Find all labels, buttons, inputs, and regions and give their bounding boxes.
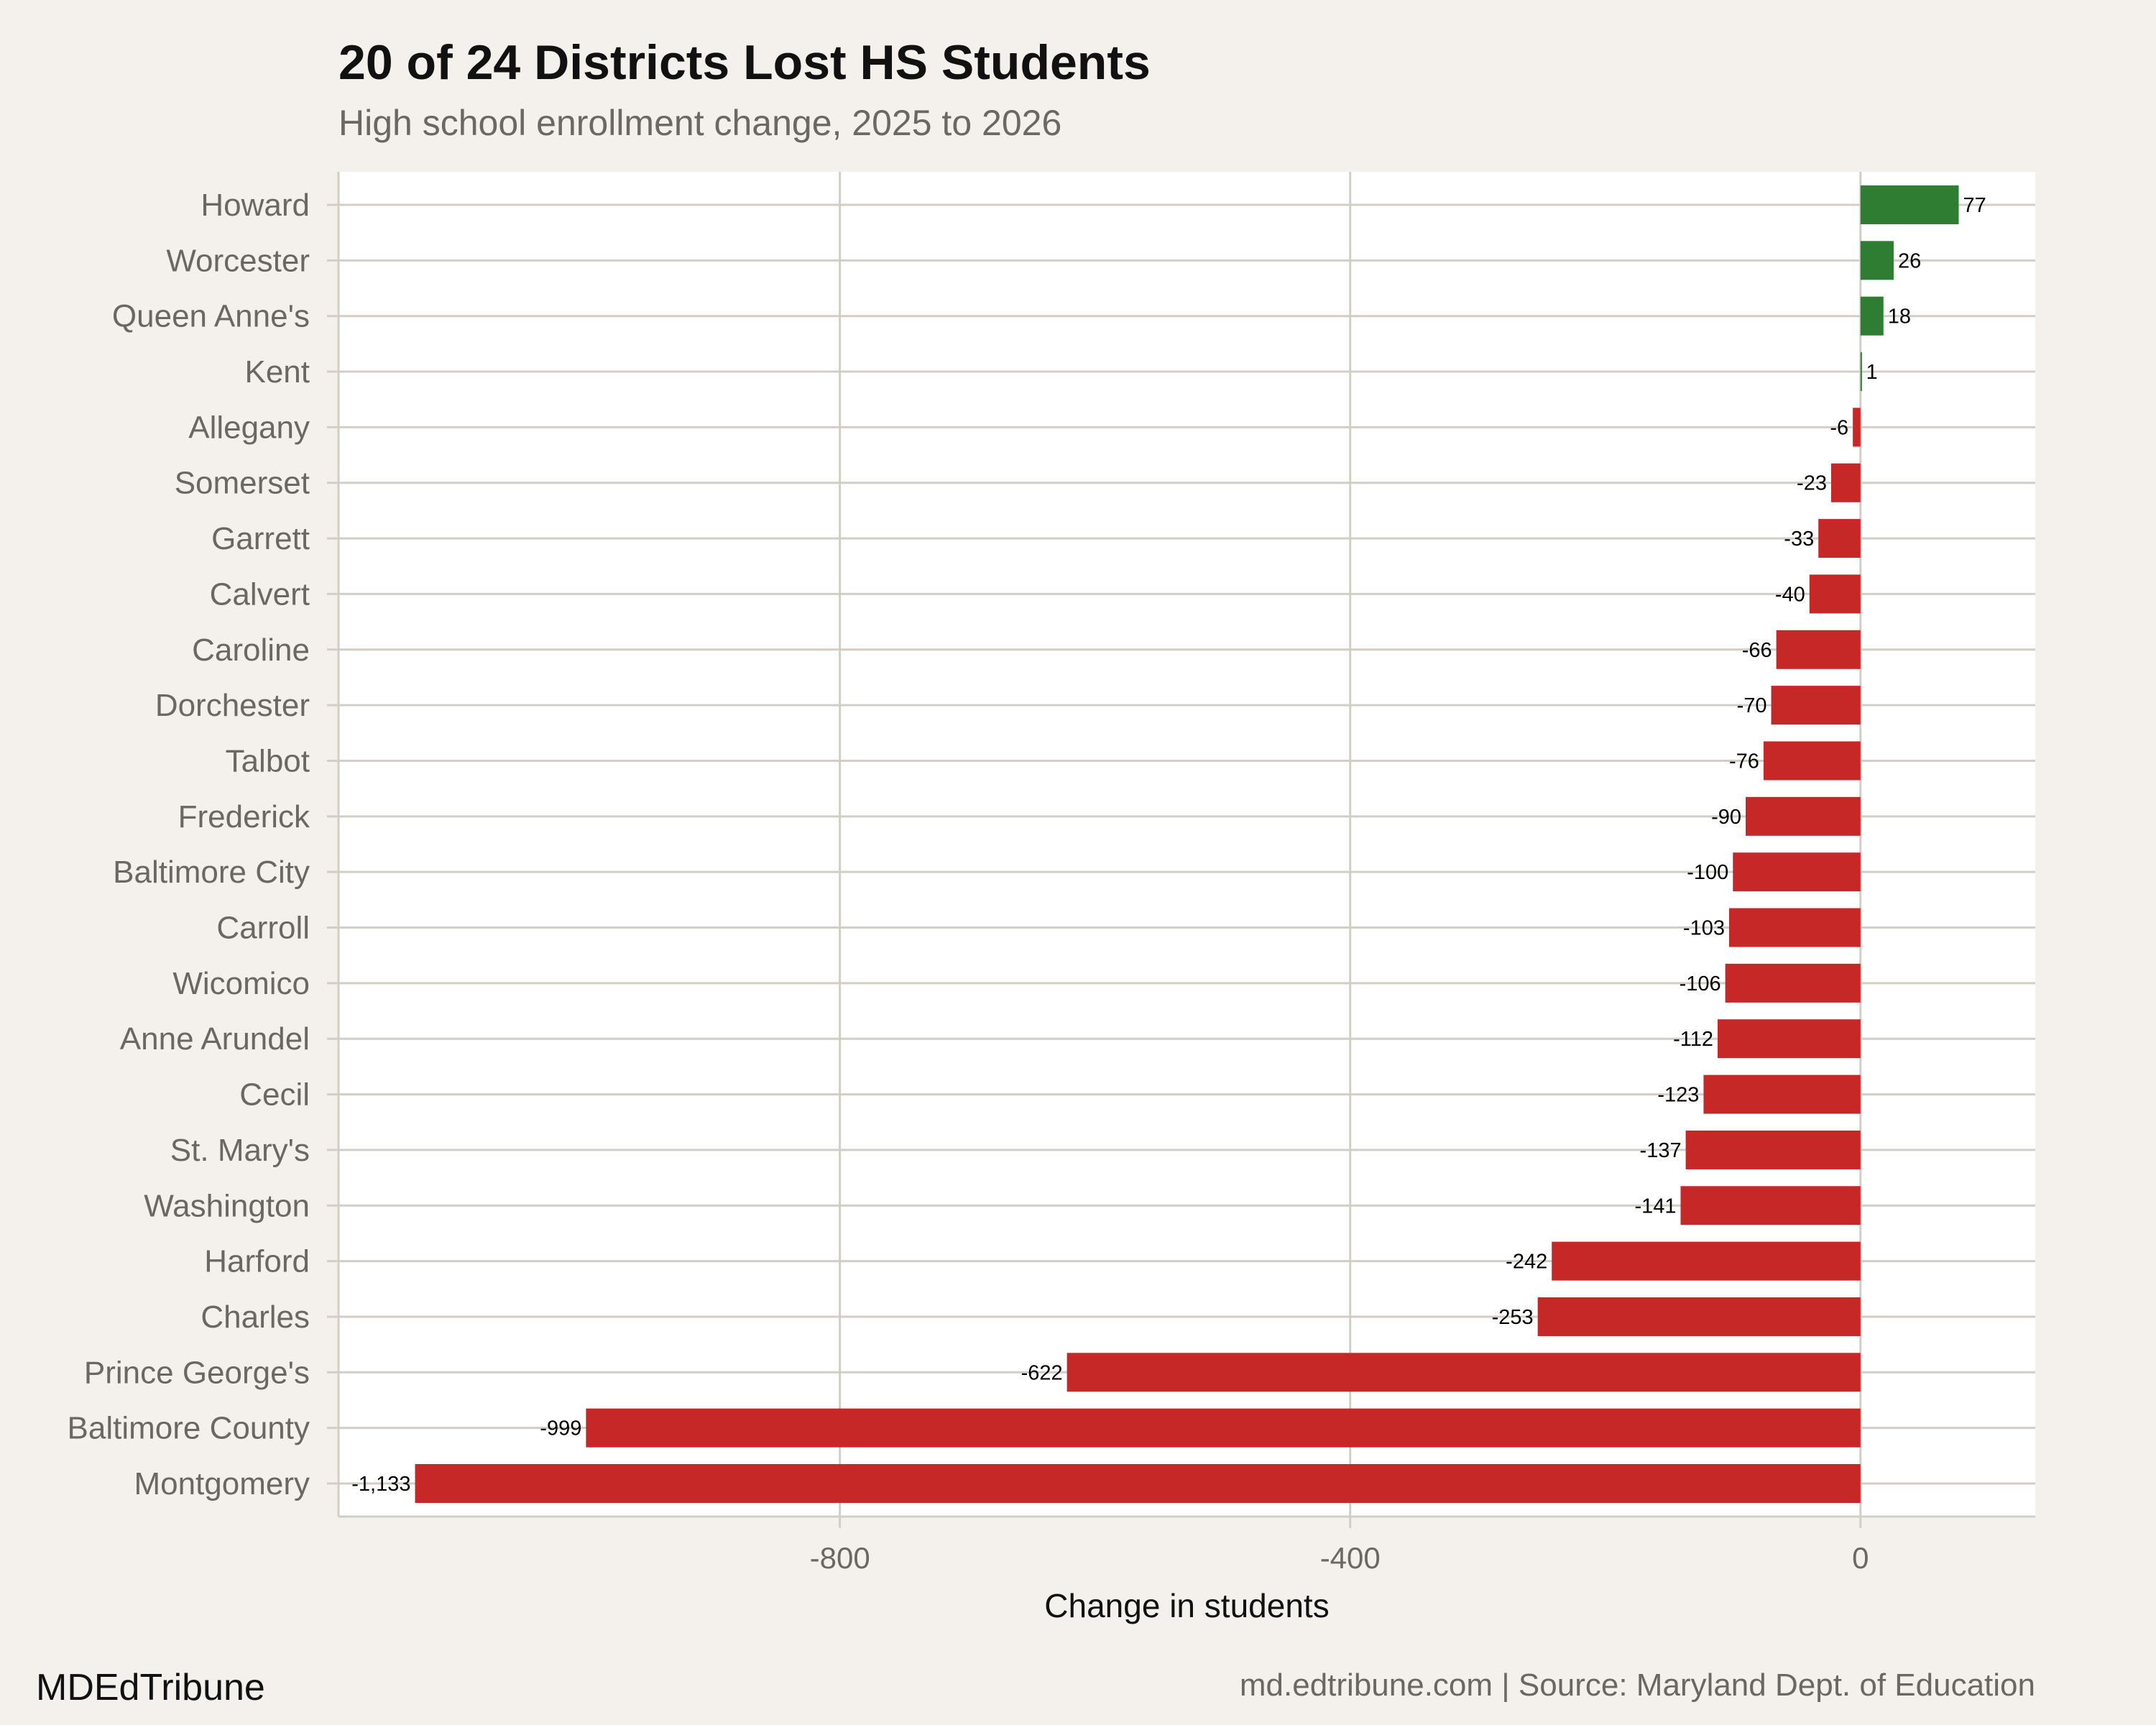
data-label: -66 [1742,639,1772,662]
data-label: -33 [1784,528,1814,551]
data-label: -112 [1673,1028,1713,1051]
bar [1776,630,1861,669]
bar [1860,185,1959,224]
y-tick-label: Garrett [211,521,310,556]
bar [1830,463,1861,502]
data-label: -40 [1775,583,1805,606]
chart-title: 20 of 24 Districts Lost HS Students [338,35,1151,90]
y-tick-label: Harford [204,1244,310,1279]
data-label: -6 [1830,416,1848,439]
y-tick-label: Charles [201,1300,310,1335]
y-tick-label: Caroline [192,632,310,668]
data-label: -106 [1680,972,1721,995]
y-tick-label: Allegany [188,410,310,445]
y-tick-label: Cecil [239,1077,310,1113]
y-tick-label: Washington [144,1188,310,1223]
bar [1728,908,1861,947]
y-tick-label: Carroll [216,911,310,946]
bar [1703,1075,1861,1114]
y-tick-label: Wicomico [172,966,310,1001]
y-tick-label: Dorchester [155,688,310,723]
bar [1733,852,1861,892]
y-tick-label: Somerset [175,466,310,501]
bar [1853,408,1861,447]
data-label: -622 [1021,1361,1063,1384]
x-tick-label: 0 [1852,1541,1869,1575]
data-label: -90 [1711,806,1741,829]
y-tick-label: Worcester [166,243,310,278]
bar [1717,1019,1861,1059]
data-label: -100 [1687,861,1728,884]
y-tick-label: Montgomery [134,1466,310,1501]
data-label: -70 [1737,694,1767,717]
data-label: -76 [1729,750,1759,773]
source-note: md.edtribune.com | Source: Maryland Dept… [1239,1668,2035,1703]
x-axis-title: Change in students [1044,1587,1329,1624]
y-tick-label: Talbot [226,743,310,778]
data-label: -137 [1640,1139,1682,1162]
x-tick-label: -400 [1320,1541,1381,1575]
y-tick-label: Baltimore City [113,855,310,890]
y-tick-label: Kent [244,354,310,390]
bar [1809,574,1861,614]
data-label: -123 [1657,1084,1699,1107]
data-label: 1 [1866,361,1878,384]
data-label: -23 [1797,472,1827,495]
bar [1067,1353,1861,1392]
data-label: -242 [1506,1251,1547,1274]
data-label: 26 [1898,249,1921,272]
bar [1685,1130,1861,1169]
y-tick-label: Anne Arundel [120,1021,310,1057]
y-tick-label: Prince George's [84,1355,310,1390]
bar [586,1408,1861,1448]
y-tick-label: Calvert [210,576,310,612]
bar [415,1464,1861,1503]
y-tick-label: Baltimore County [68,1411,310,1446]
data-label: -141 [1634,1195,1676,1218]
bar [1763,741,1861,781]
data-label: -999 [540,1417,581,1440]
bar [1552,1241,1861,1281]
bar [1860,352,1862,392]
data-label: -253 [1492,1306,1534,1329]
bar [1860,241,1894,280]
brand-logo-text: MDEdTribune [36,1667,265,1708]
y-tick-label: St. Mary's [170,1133,310,1168]
bar [1746,796,1861,836]
bar [1725,963,1861,1003]
bar [1771,686,1861,725]
x-tick-label: -800 [810,1541,870,1575]
data-label: 18 [1888,305,1911,328]
chart-subtitle: High school enrollment change, 2025 to 2… [338,103,1062,143]
data-label: -1,133 [351,1473,410,1496]
data-label: -103 [1683,917,1725,940]
data-label: 77 [1963,194,1986,217]
bar [1860,296,1884,336]
plot-area [338,172,2035,1517]
bar [1818,519,1861,558]
bar [1680,1186,1861,1225]
bar [1537,1297,1861,1336]
y-tick-label: Frederick [178,799,310,834]
y-tick-label: Howard [201,188,310,223]
y-tick-label: Queen Anne's [112,299,310,334]
